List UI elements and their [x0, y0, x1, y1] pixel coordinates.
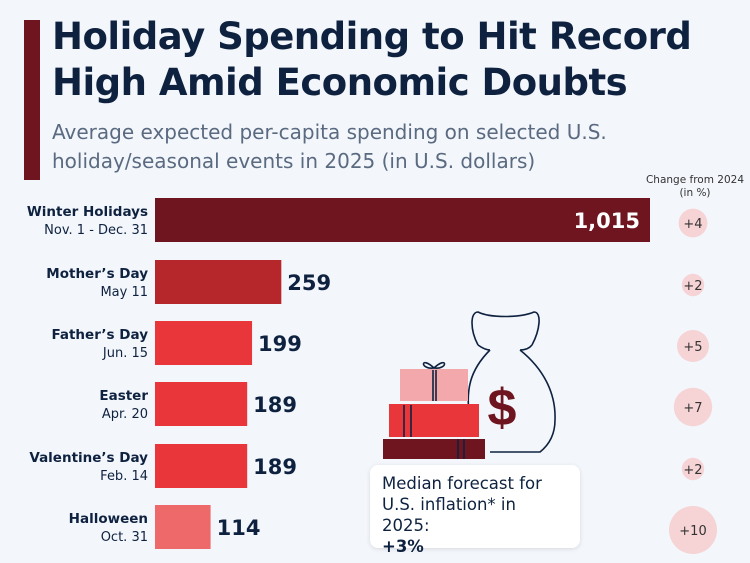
- date-label: Jun. 15: [102, 346, 148, 361]
- date-label: Oct. 31: [101, 530, 148, 545]
- change-label: +10: [679, 524, 706, 539]
- date-label: May 11: [100, 285, 148, 300]
- value-label: 189: [253, 393, 297, 417]
- value-label: 1,015: [574, 209, 640, 233]
- category-label: Winter Holidays: [27, 204, 148, 220]
- change-label: +5: [683, 340, 702, 355]
- change-label: +4: [683, 217, 702, 232]
- bar: [155, 260, 282, 304]
- change-label: +2: [683, 463, 702, 478]
- date-label: Feb. 14: [100, 469, 148, 484]
- value-label: 114: [217, 516, 261, 540]
- change-bubble: [681, 273, 705, 297]
- page-title: Holiday Spending to Hit Record High Amid…: [52, 15, 692, 104]
- callout-value: +3%: [382, 537, 424, 556]
- value-label: 259: [287, 271, 331, 295]
- category-label: Easter: [99, 388, 148, 404]
- change-label: +2: [683, 279, 702, 294]
- date-label: Apr. 20: [102, 407, 148, 422]
- value-label: 189: [253, 455, 297, 479]
- title-accent-bar: [24, 20, 40, 180]
- bar: [155, 321, 253, 365]
- dollar-icon: $: [488, 379, 517, 437]
- bar: [155, 444, 248, 488]
- bar: [155, 382, 248, 426]
- subtitle: Average expected per-capita spending on …: [52, 120, 607, 173]
- inflation-callout: Median forecast for U.S. inflation* in 2…: [370, 465, 580, 556]
- change-bubble: [677, 330, 709, 362]
- bar: [155, 505, 211, 549]
- change-bubble: [678, 208, 708, 238]
- value-label: 199: [258, 332, 302, 356]
- gift-stack-icon: [383, 361, 485, 459]
- bar: [155, 198, 650, 242]
- callout-line2: U.S. inflation* in 2025:: [382, 495, 516, 535]
- change-bubble: [669, 506, 717, 554]
- category-label: Father’s Day: [51, 327, 148, 343]
- category-label: Halloween: [69, 511, 148, 527]
- change-column-header: Change from 2024 (in %): [645, 174, 745, 199]
- change-bubble: [681, 457, 705, 481]
- category-label: Valentine’s Day: [29, 450, 148, 466]
- date-label: Nov. 1 - Dec. 31: [44, 223, 148, 238]
- change-bubble: [673, 387, 713, 427]
- change-label: +7: [683, 401, 702, 416]
- category-label: Mother’s Day: [46, 266, 148, 282]
- callout-line1: Median forecast for: [382, 474, 542, 493]
